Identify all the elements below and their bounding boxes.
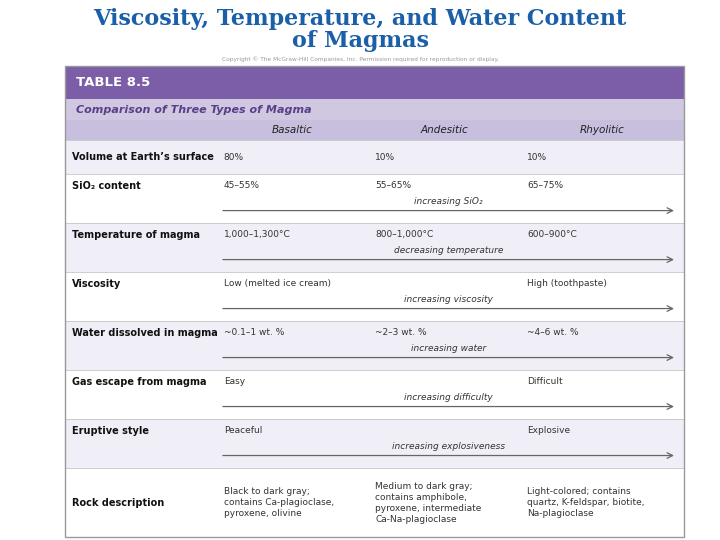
Text: increasing explosiveness: increasing explosiveness — [392, 442, 505, 451]
Text: 55–65%: 55–65% — [375, 181, 412, 190]
Bar — [65, 120, 684, 140]
Text: Light-colored; contains
quartz, K-feldspar, biotite,
Na-plagioclase: Light-colored; contains quartz, K-feldsp… — [527, 487, 644, 518]
Text: Medium to dark gray;
contains amphibole,
pyroxene, intermediate
Ca-Na-plagioclas: Medium to dark gray; contains amphibole,… — [375, 482, 482, 524]
Text: High (toothpaste): High (toothpaste) — [527, 279, 607, 288]
Text: 65–75%: 65–75% — [527, 181, 563, 190]
Bar — [65, 419, 684, 468]
Text: 10%: 10% — [527, 153, 547, 162]
Text: 80%: 80% — [224, 153, 244, 162]
Text: Volume at Earth’s surface: Volume at Earth’s surface — [72, 152, 214, 163]
Text: Peaceful: Peaceful — [224, 426, 262, 435]
Text: of Magmas: of Magmas — [292, 30, 428, 52]
Bar — [65, 321, 684, 370]
Text: Easy: Easy — [224, 377, 245, 386]
Bar — [65, 224, 684, 272]
Text: Black to dark gray;
contains Ca-plagioclase,
pyroxene, olivine: Black to dark gray; contains Ca-plagiocl… — [224, 487, 334, 518]
Text: Eruptive style: Eruptive style — [72, 426, 149, 435]
Text: increasing water: increasing water — [411, 344, 486, 353]
Text: ~0.1–1 wt. %: ~0.1–1 wt. % — [224, 328, 284, 337]
Text: Low (melted ice cream): Low (melted ice cream) — [224, 279, 330, 288]
Text: Explosive: Explosive — [527, 426, 570, 435]
Text: ~4–6 wt. %: ~4–6 wt. % — [527, 328, 579, 337]
Text: Temperature of magma: Temperature of magma — [72, 230, 200, 240]
Text: 10%: 10% — [375, 153, 395, 162]
Bar — [65, 66, 684, 537]
Text: Basaltic: Basaltic — [272, 125, 312, 135]
Text: SiO₂ content: SiO₂ content — [72, 180, 140, 191]
Text: Comparison of Three Types of Magma: Comparison of Three Types of Magma — [76, 105, 311, 114]
Text: increasing SiO₂: increasing SiO₂ — [414, 197, 483, 206]
Text: decreasing temperature: decreasing temperature — [394, 246, 503, 255]
Text: Andesitic: Andesitic — [420, 125, 468, 135]
Text: 600–900°C: 600–900°C — [527, 230, 577, 239]
Bar — [65, 468, 684, 537]
Text: 800–1,000°C: 800–1,000°C — [375, 230, 433, 239]
Bar — [65, 140, 684, 174]
Text: ~2–3 wt. %: ~2–3 wt. % — [375, 328, 427, 337]
Text: Gas escape from magma: Gas escape from magma — [72, 376, 207, 387]
Bar — [65, 370, 684, 419]
Text: 1,000–1,300°C: 1,000–1,300°C — [224, 230, 290, 239]
Text: Viscosity, Temperature, and Water Content: Viscosity, Temperature, and Water Conten… — [94, 8, 626, 30]
Text: Viscosity: Viscosity — [72, 279, 121, 288]
Text: increasing difficulty: increasing difficulty — [404, 393, 492, 402]
Bar — [65, 272, 684, 321]
Bar — [65, 66, 684, 99]
Text: Difficult: Difficult — [527, 377, 563, 386]
Text: Copyright © The McGraw-Hill Companies, Inc. Permission required for reproduction: Copyright © The McGraw-Hill Companies, I… — [222, 57, 498, 62]
Text: TABLE 8.5: TABLE 8.5 — [76, 76, 150, 89]
Text: 45–55%: 45–55% — [224, 181, 260, 190]
Bar — [65, 174, 684, 224]
Text: increasing viscosity: increasing viscosity — [404, 295, 493, 304]
Text: Rhyolitic: Rhyolitic — [580, 125, 624, 135]
Text: Water dissolved in magma: Water dissolved in magma — [72, 328, 217, 338]
Bar — [65, 99, 684, 120]
Text: Rock description: Rock description — [72, 498, 164, 508]
